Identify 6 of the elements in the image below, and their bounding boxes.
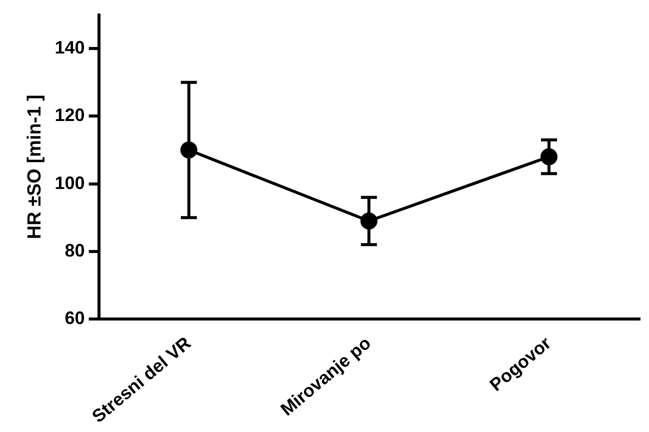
y-tick-label: 60: [64, 308, 85, 328]
y-tick-label: 140: [54, 38, 85, 58]
y-tick-label: 120: [54, 105, 85, 126]
y-axis-title: HR ±SO [min-1 ]: [24, 94, 46, 240]
y-tick-label: 80: [64, 240, 85, 260]
y-tick-label: 100: [54, 172, 85, 193]
